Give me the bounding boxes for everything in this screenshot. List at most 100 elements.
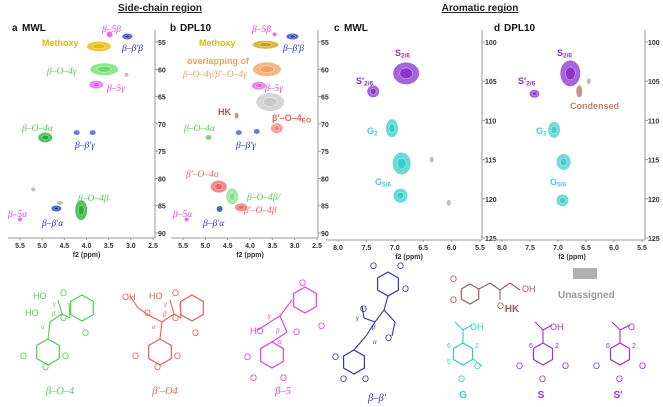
bond [47, 321, 51, 340]
atom-label: OH [470, 322, 484, 332]
peak-label: β–5β [251, 25, 271, 35]
peak-label-subscript: 2 [543, 131, 547, 138]
benzene-ring [293, 286, 317, 314]
bond [169, 299, 175, 315]
peak-label: S2/6 [395, 48, 410, 60]
atom-label: O [60, 313, 67, 323]
x-tick-label: 6.0 [609, 245, 619, 252]
peak-label: β–O–4γ/β′–O–4γ [182, 70, 247, 80]
x-tick-label: 7.5 [362, 245, 372, 252]
x-tick-label: 4.5 [59, 243, 69, 250]
y-tick-label: 80 [158, 176, 166, 183]
structure-S': O O O O 6 2 S' [593, 321, 646, 401]
atom-label: OH [522, 284, 536, 294]
panel-letter: c [334, 23, 340, 34]
aromatic-region-header: Aromatic region [441, 3, 519, 14]
atom-label: O [360, 304, 367, 314]
y-tick-label: 55 [321, 40, 329, 47]
cross-peak-core [388, 123, 396, 133]
y-tick-label: 60 [158, 67, 166, 74]
y-tick-label: 120 [648, 197, 660, 204]
y-tick-label: 75 [321, 149, 329, 156]
x-tick-label: 4.0 [245, 243, 255, 250]
side-chain-region-header: Side-chain region [118, 3, 202, 14]
panel-title: MWL [344, 23, 368, 34]
x-axis-label: f2 (ppm) [395, 254, 423, 261]
x-tick-label: 8.0 [333, 245, 343, 252]
y-tick-label: 60 [321, 67, 329, 74]
peak-label: β–O–4γ [46, 67, 77, 77]
peak-label: β–5α [7, 210, 28, 220]
unassigned-swatch [573, 268, 597, 279]
x-tick-label: 3.5 [104, 243, 114, 250]
atom-label: 2 [475, 343, 479, 350]
structure-caption: S [538, 390, 545, 401]
atom-label: 5 [447, 359, 451, 366]
peak-label: β′–O–4α [185, 170, 220, 180]
x-tick-label: 5.5 [637, 245, 647, 252]
panel-a: a MWL 55 60 65 70 75 80 85 90 5.5 5.0 4.5 4.0 3.5 3.0 2.… [7, 23, 166, 259]
peak-label: β–O–4α [21, 124, 54, 134]
bond [383, 295, 389, 311]
peak-label-subscript: 2/6 [526, 81, 535, 88]
cross-peak [234, 112, 239, 119]
bond [257, 321, 271, 331]
bond [61, 313, 71, 319]
x-tick-label: 6.5 [418, 245, 428, 252]
x-axis-label: f2 (ppm) [236, 252, 264, 259]
atom-label: O [132, 351, 139, 361]
atom-label: β [275, 327, 280, 335]
structure-caption: S' [613, 390, 622, 401]
peak-label: β–5γ [264, 84, 283, 94]
atom-label: β [371, 323, 376, 331]
panel-letter: b [170, 23, 176, 34]
benzene-ring [70, 294, 94, 322]
bond [49, 313, 63, 323]
peak-label: Methoxy [199, 38, 236, 48]
x-tick-label: 3.5 [267, 243, 277, 250]
atom-label: O [144, 308, 151, 318]
cross-peak [31, 187, 36, 192]
cross-peak-core [237, 205, 245, 210]
cross-peak-core [531, 91, 538, 96]
bond [353, 335, 367, 351]
y-tick-label: 90 [321, 231, 329, 238]
atom-label: 6 [606, 343, 610, 350]
atom-label: O [402, 284, 409, 294]
bond [462, 324, 473, 331]
x-axis-label: f2 (ppm) [558, 254, 586, 261]
y-tick-label: 100 [485, 40, 497, 47]
atom-label: O [628, 322, 635, 332]
bond [159, 321, 163, 340]
cross-peak [429, 156, 434, 163]
benzene-ring [260, 341, 284, 369]
peak-label-subscript: EO [302, 118, 311, 125]
cross-peak-core [559, 157, 568, 167]
cross-peak-core [92, 43, 106, 50]
cross-peak [272, 32, 277, 37]
atom-label: α [41, 323, 45, 331]
cross-peak [124, 72, 129, 77]
peak-label: S′2/6 [518, 76, 536, 88]
x-axis-label: f2 (ppm) [73, 252, 101, 259]
x-tick-label: 3.0 [290, 243, 300, 250]
cross-peak-core [97, 66, 112, 73]
y-tick-label: 65 [158, 95, 166, 102]
peak-label: S′2/6 [356, 76, 374, 88]
bond [179, 302, 182, 319]
peak-label: G2 [367, 126, 378, 138]
cross-peak [216, 205, 223, 212]
atom-label: α [278, 338, 282, 346]
unassigned-label: Unassigned [558, 290, 615, 301]
x-tick-label: 6.0 [447, 245, 457, 252]
y-tick-label: 80 [321, 176, 329, 183]
peak-label: β′–O–4EO [272, 113, 311, 125]
y-tick-label: 110 [485, 118, 496, 125]
structure-caption: β′–O4 [151, 386, 178, 397]
peak-label: β–5β [101, 25, 121, 35]
atom-label: O [458, 374, 465, 384]
x-tick-label: 4.0 [82, 243, 92, 250]
